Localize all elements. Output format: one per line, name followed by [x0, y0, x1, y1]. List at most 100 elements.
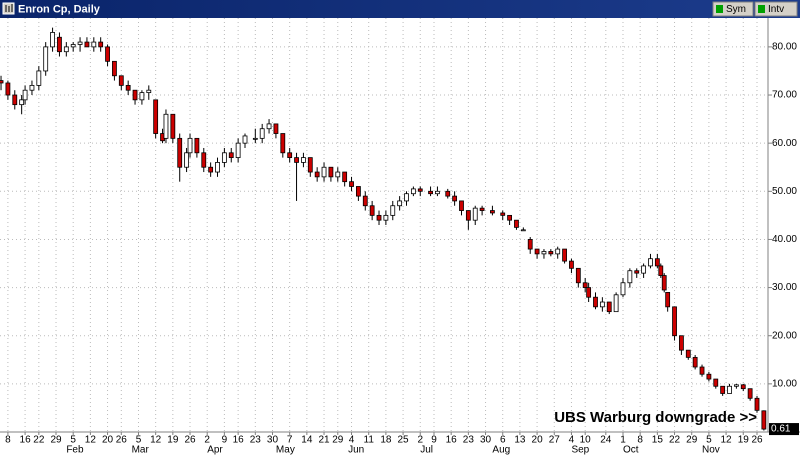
- x-tick-label: 24: [600, 435, 612, 446]
- candle-body: [36, 70, 42, 86]
- candle-body: [685, 349, 691, 358]
- last-price-box: [769, 423, 799, 436]
- candle-body: [301, 157, 306, 163]
- x-tick-label: 16: [233, 435, 245, 446]
- month-label: Sep: [571, 445, 589, 456]
- candle-body: [641, 265, 647, 274]
- candle-body: [91, 41, 97, 48]
- x-tick-label: 29: [50, 435, 62, 446]
- candle-body: [435, 190, 440, 195]
- candle-body: [627, 270, 633, 284]
- month-label: Jul: [420, 445, 433, 456]
- intv-label[interactable]: Intv: [768, 4, 784, 15]
- candle-body: [648, 258, 653, 267]
- x-tick-label: 2: [417, 435, 423, 446]
- last-price-label: 0.61: [771, 424, 791, 435]
- x-tick-label: 29: [332, 435, 344, 446]
- month-label: Feb: [66, 445, 84, 456]
- candle-body: [314, 171, 320, 178]
- candle-body: [266, 123, 272, 130]
- candle-body: [679, 335, 684, 351]
- candle-body: [661, 275, 667, 291]
- x-tick-label: 26: [751, 435, 763, 446]
- x-tick-label: 2: [204, 435, 210, 446]
- x-tick-label: 19: [167, 435, 179, 446]
- candle-body: [490, 210, 495, 214]
- candle-body: [280, 133, 286, 154]
- candle-body: [404, 193, 409, 202]
- x-tick-label: 30: [267, 435, 279, 446]
- candle-body: [665, 291, 671, 308]
- candle-body: [355, 186, 361, 197]
- candle-body: [57, 36, 62, 53]
- candle-body: [105, 46, 110, 62]
- candle-body: [672, 306, 677, 337]
- candle-body: [727, 385, 732, 394]
- annotation: UBS Warburg downgrade >>: [554, 409, 757, 426]
- candle-body: [177, 137, 183, 168]
- candle-body: [699, 366, 705, 375]
- candle-body: [12, 94, 18, 106]
- month-label: Jun: [348, 445, 364, 456]
- candle-body: [465, 210, 471, 221]
- candle-body: [599, 301, 605, 308]
- candle-body: [215, 162, 220, 173]
- candle-body: [187, 137, 193, 154]
- sym-label[interactable]: Sym: [726, 4, 746, 15]
- candle-body: [569, 260, 574, 269]
- candle-body: [163, 113, 169, 139]
- x-tick-label: 11: [364, 435, 375, 446]
- x-tick-label: 13: [514, 435, 526, 446]
- x-tick-label: 26: [184, 435, 196, 446]
- candle-body: [287, 152, 293, 159]
- x-tick-label: 30: [480, 435, 492, 446]
- candle-body: [77, 41, 83, 45]
- x-tick-label: 26: [116, 435, 128, 446]
- candle-body: [720, 385, 726, 394]
- y-tick-label: 50.00: [772, 186, 797, 197]
- x-tick-label: 5: [70, 435, 76, 446]
- candle-body: [63, 46, 69, 53]
- x-tick-label: 22: [33, 435, 45, 446]
- candle-body: [548, 251, 554, 255]
- y-tick-label: 30.00: [772, 282, 797, 293]
- month-label: Aug: [492, 445, 510, 456]
- candle-body: [733, 384, 739, 387]
- x-tick-label: 1: [620, 435, 626, 446]
- candle-body: [29, 84, 35, 91]
- month-label: Nov: [702, 445, 720, 456]
- x-tick-label: 12: [85, 435, 97, 446]
- candle-body: [520, 229, 526, 232]
- candle-body: [713, 378, 719, 387]
- month-label: Mar: [132, 445, 150, 456]
- candle-body: [125, 84, 131, 91]
- candle-body: [132, 89, 138, 101]
- x-tick-label: 25: [398, 435, 410, 446]
- candle-body: [445, 190, 451, 197]
- x-tick-label: 16: [446, 435, 458, 446]
- candle-body: [112, 60, 117, 77]
- y-tick-label: 80.00: [772, 42, 797, 53]
- y-tick-label: 10.00: [772, 379, 797, 390]
- candle-body: [654, 258, 660, 267]
- candle-body: [98, 41, 104, 48]
- candle-body: [221, 152, 227, 163]
- x-tick-label: 23: [250, 435, 262, 446]
- x-tick-label: 4: [569, 435, 575, 446]
- x-tick-label: 21: [318, 435, 330, 446]
- candle-body: [307, 157, 313, 173]
- intv-button[interactable]: [754, 1, 798, 17]
- candle-body: [500, 212, 506, 216]
- candle-body: [139, 92, 145, 101]
- candle-body: [740, 384, 746, 390]
- candle-body: [170, 113, 176, 139]
- y-tick-label: 70.00: [772, 90, 797, 101]
- x-tick-label: 15: [652, 435, 664, 446]
- candle-body: [153, 99, 159, 134]
- candle-body: [50, 32, 55, 48]
- x-tick-label: 29: [686, 435, 698, 446]
- x-tick-label: 12: [721, 435, 733, 446]
- x-tick-label: 23: [463, 435, 475, 446]
- candle-body: [562, 248, 567, 262]
- x-tick-label: 5: [706, 435, 712, 446]
